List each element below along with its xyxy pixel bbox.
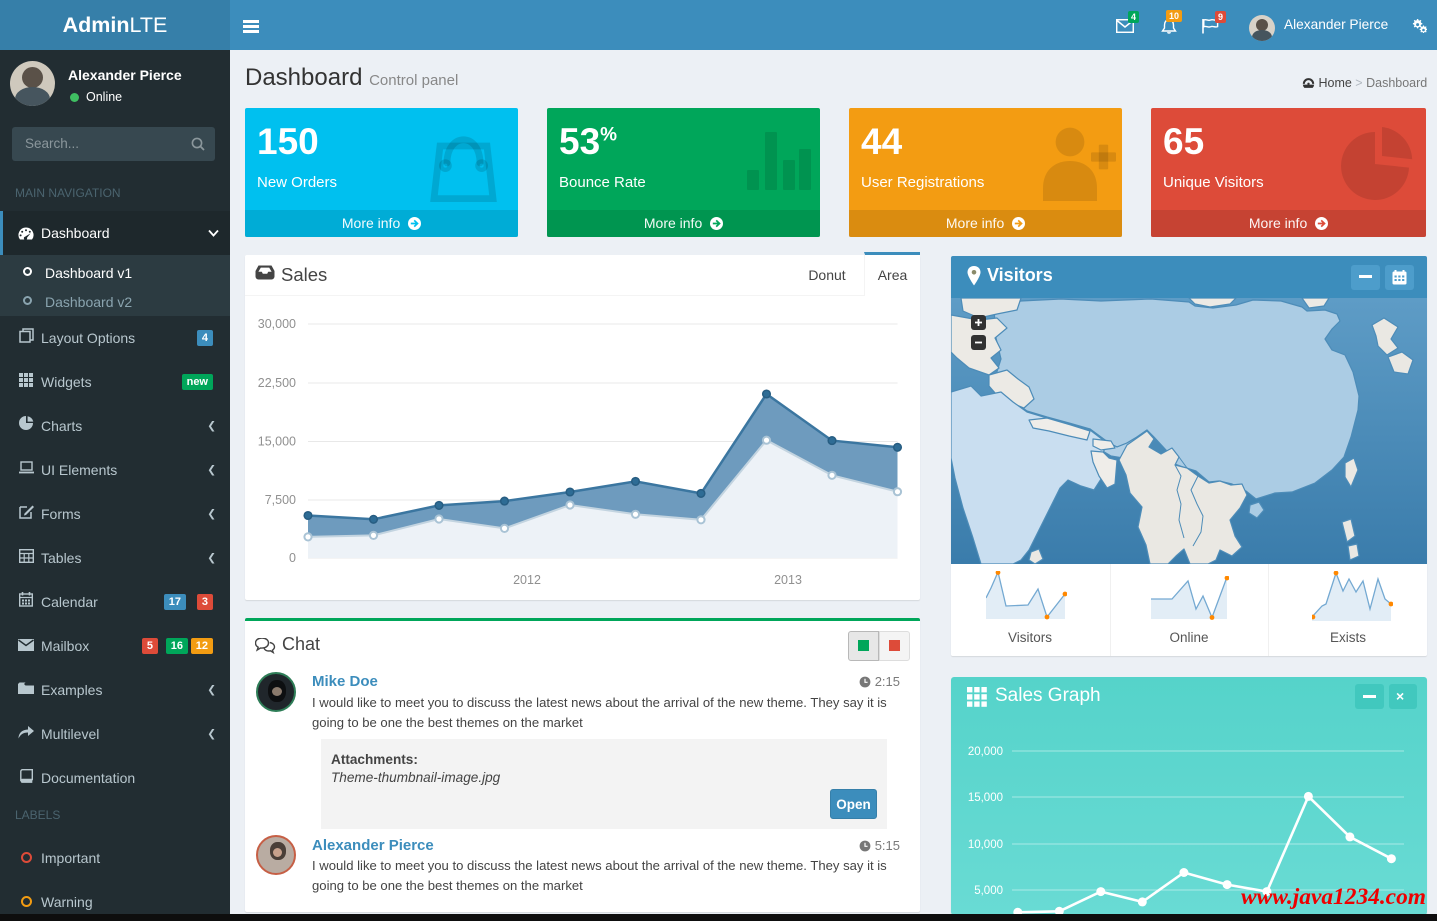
svg-text:15,000: 15,000 (968, 792, 1003, 804)
svg-text:7,500: 7,500 (265, 493, 296, 507)
svg-text:0: 0 (289, 551, 296, 565)
svg-text:2013: 2013 (774, 573, 802, 587)
svg-text:10,000: 10,000 (968, 839, 1003, 851)
svg-text:22,500: 22,500 (258, 376, 296, 390)
svg-text:2012: 2012 (513, 573, 541, 587)
svg-text:5,000: 5,000 (974, 885, 1003, 897)
svg-text:30,000: 30,000 (258, 317, 296, 331)
svg-text:15,000: 15,000 (258, 435, 296, 449)
svg-text:20,000: 20,000 (968, 746, 1003, 758)
